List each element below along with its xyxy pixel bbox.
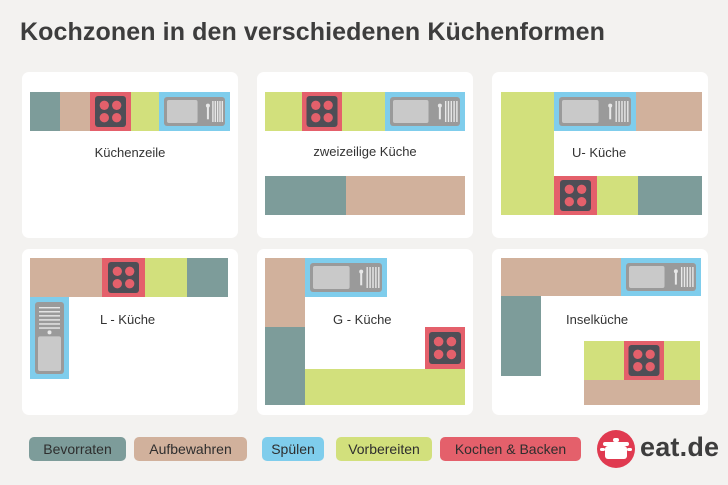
- brand-logo: eat.de: [596, 428, 720, 470]
- sink-icon: [30, 297, 69, 379]
- stove-icon: [102, 258, 145, 297]
- layout-label: Inselküche: [566, 312, 629, 327]
- layout-card-zweizeilige-kueche: zweizeilige Küche: [257, 72, 473, 238]
- zone-bevorraten: [265, 327, 305, 405]
- zone-vorbereiten: [597, 176, 638, 215]
- layout-label: L - Küche: [100, 312, 156, 327]
- layout-label: zweizeilige Küche: [313, 144, 417, 159]
- zone-bevorraten: [187, 258, 228, 297]
- stove-icon: [90, 92, 131, 131]
- sink-icon: [385, 92, 465, 131]
- layout-label: U- Küche: [572, 145, 627, 160]
- stove-icon: [302, 92, 342, 131]
- zone-vorbereiten: [664, 341, 700, 380]
- zone-vorbereiten: [265, 92, 302, 131]
- sink-icon: [621, 258, 701, 296]
- zone-vorbereiten: [501, 92, 554, 215]
- zone-vorbereiten: [145, 258, 187, 297]
- layout-card-g-kueche: G - Küche: [257, 249, 473, 415]
- zone-vorbereiten: [131, 92, 159, 131]
- cooking-pot-icon: [597, 430, 635, 468]
- stove-icon: [554, 176, 597, 215]
- legend-spuelen: Spülen: [262, 437, 324, 461]
- stove-icon: [624, 341, 664, 380]
- sink-icon: [554, 92, 636, 131]
- sink-icon: [305, 258, 387, 297]
- layout-card-inselkueche: Inselküche: [492, 249, 708, 415]
- legend-aufbewahren: Aufbewahren: [134, 437, 247, 461]
- zone-aufbewahren: [60, 92, 90, 131]
- stove-icon: [425, 327, 465, 369]
- layout-label: G - Küche: [333, 312, 392, 327]
- layout-card-l-kueche: L - Küche: [22, 249, 238, 415]
- page-title: Kochzonen in den verschiedenen Küchenfor…: [20, 18, 605, 46]
- zone-aufbewahren: [501, 258, 621, 296]
- zone-bevorraten: [265, 176, 346, 215]
- zone-aufbewahren: [636, 92, 702, 131]
- zone-vorbereiten: [584, 341, 624, 380]
- layout-label: Küchenzeile: [94, 145, 166, 160]
- zone-bevorraten: [501, 296, 541, 376]
- zone-bevorraten: [30, 92, 60, 131]
- legend-bevorraten: Bevorraten: [29, 437, 126, 461]
- sink-icon: [159, 92, 230, 131]
- zone-vorbereiten: [305, 369, 465, 405]
- legend-kochen-backen: Kochen & Backen: [440, 437, 581, 461]
- zone-aufbewahren: [584, 380, 700, 405]
- zone-vorbereiten: [342, 92, 385, 131]
- brand-name: eat.de: [640, 432, 720, 462]
- zone-bevorraten: [638, 176, 702, 215]
- legend-vorbereiten: Vorbereiten: [336, 437, 432, 461]
- layout-card-kuechenzeile: Küchenzeile: [22, 72, 238, 238]
- zone-aufbewahren: [346, 176, 465, 215]
- zone-aufbewahren: [30, 258, 102, 297]
- layout-card-u-kueche: U- Küche: [492, 72, 708, 238]
- zone-aufbewahren: [265, 258, 305, 327]
